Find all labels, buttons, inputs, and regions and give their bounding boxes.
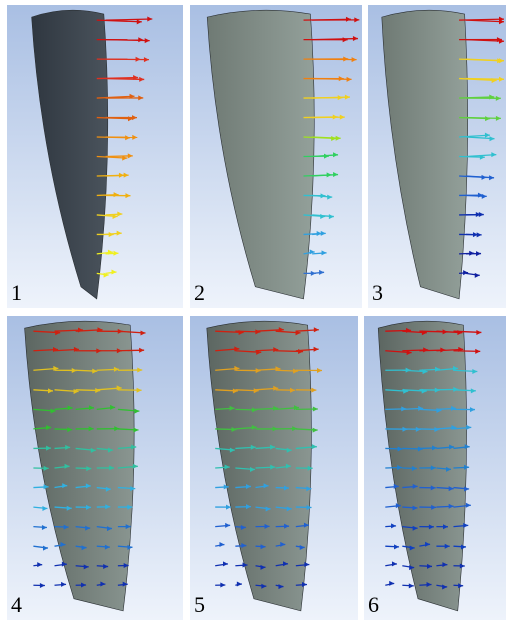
arrow bbox=[106, 59, 149, 60]
panel: 1 bbox=[7, 5, 183, 308]
panel-label: 4 bbox=[11, 592, 22, 617]
arrow bbox=[106, 79, 145, 80]
arrow bbox=[312, 79, 351, 80]
panel-label: 6 bbox=[368, 592, 379, 617]
panel: 2 bbox=[190, 5, 362, 308]
panel-label: 5 bbox=[194, 592, 205, 617]
panel: 5 bbox=[190, 316, 358, 620]
arrow bbox=[466, 118, 501, 119]
panel: 3 bbox=[368, 5, 506, 308]
figure: 1 2 3 4 5 6 bbox=[0, 0, 513, 622]
panel: 4 bbox=[7, 316, 183, 620]
panel-label: 1 bbox=[11, 280, 22, 305]
arrow bbox=[466, 79, 504, 80]
panel: 6 bbox=[364, 316, 506, 620]
arrow bbox=[312, 59, 356, 60]
panel-label: 2 bbox=[194, 280, 205, 305]
panel-label: 3 bbox=[372, 280, 383, 305]
